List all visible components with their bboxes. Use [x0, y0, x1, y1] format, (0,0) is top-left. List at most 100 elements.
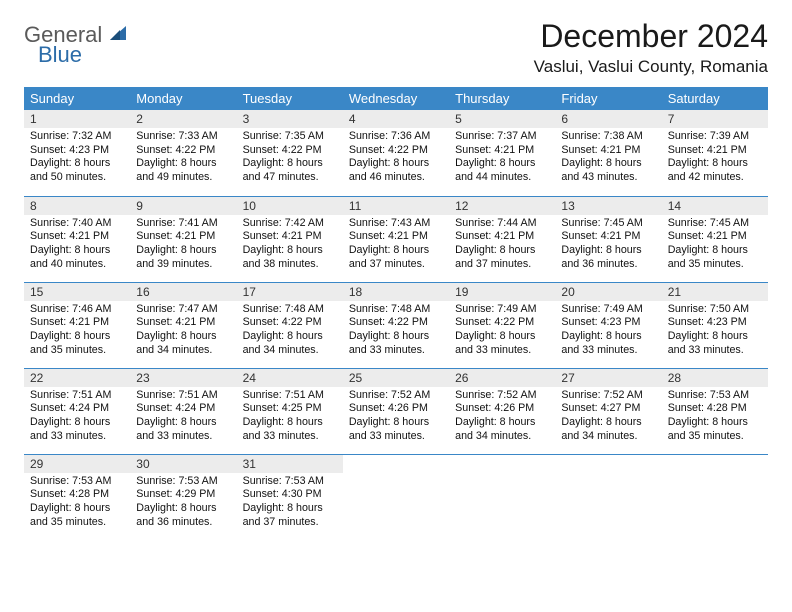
daylight-text: Daylight: 8 hours and 35 minutes.: [30, 502, 124, 529]
brand-logo: General Blue: [24, 18, 130, 66]
daylight-text: Daylight: 8 hours and 37 minutes.: [455, 244, 549, 271]
sunrise-text: Sunrise: 7:53 AM: [668, 389, 762, 403]
sunrise-text: Sunrise: 7:52 AM: [349, 389, 443, 403]
calendar-day-cell: 23Sunrise: 7:51 AMSunset: 4:24 PMDayligh…: [130, 368, 236, 454]
sunset-text: Sunset: 4:26 PM: [455, 402, 549, 416]
day-content: Sunrise: 7:47 AMSunset: 4:21 PMDaylight:…: [130, 301, 236, 362]
sunrise-text: Sunrise: 7:53 AM: [243, 475, 337, 489]
calendar-day-cell: 16Sunrise: 7:47 AMSunset: 4:21 PMDayligh…: [130, 282, 236, 368]
day-number: 17: [237, 283, 343, 301]
day-content: Sunrise: 7:53 AMSunset: 4:29 PMDaylight:…: [130, 473, 236, 534]
sunrise-text: Sunrise: 7:41 AM: [136, 217, 230, 231]
day-number: 11: [343, 197, 449, 215]
day-content: Sunrise: 7:50 AMSunset: 4:23 PMDaylight:…: [662, 301, 768, 362]
sunrise-text: Sunrise: 7:53 AM: [136, 475, 230, 489]
sunset-text: Sunset: 4:26 PM: [349, 402, 443, 416]
sunset-text: Sunset: 4:21 PM: [561, 144, 655, 158]
sunset-text: Sunset: 4:21 PM: [349, 230, 443, 244]
day-content: Sunrise: 7:45 AMSunset: 4:21 PMDaylight:…: [662, 215, 768, 276]
daylight-text: Daylight: 8 hours and 33 minutes.: [668, 330, 762, 357]
daylight-text: Daylight: 8 hours and 35 minutes.: [30, 330, 124, 357]
calendar-day-cell: 25Sunrise: 7:52 AMSunset: 4:26 PMDayligh…: [343, 368, 449, 454]
calendar-day-cell: 7Sunrise: 7:39 AMSunset: 4:21 PMDaylight…: [662, 110, 768, 196]
sunset-text: Sunset: 4:23 PM: [30, 144, 124, 158]
daylight-text: Daylight: 8 hours and 36 minutes.: [136, 502, 230, 529]
day-content: Sunrise: 7:48 AMSunset: 4:22 PMDaylight:…: [343, 301, 449, 362]
weekday-header: Friday: [555, 87, 661, 110]
day-number: 15: [24, 283, 130, 301]
calendar-day-cell: [555, 454, 661, 540]
daylight-text: Daylight: 8 hours and 40 minutes.: [30, 244, 124, 271]
sunrise-text: Sunrise: 7:33 AM: [136, 130, 230, 144]
sunrise-text: Sunrise: 7:36 AM: [349, 130, 443, 144]
daylight-text: Daylight: 8 hours and 43 minutes.: [561, 157, 655, 184]
calendar-week-row: 22Sunrise: 7:51 AMSunset: 4:24 PMDayligh…: [24, 368, 768, 454]
sunset-text: Sunset: 4:21 PM: [30, 316, 124, 330]
sunset-text: Sunset: 4:22 PM: [349, 144, 443, 158]
sunset-text: Sunset: 4:22 PM: [243, 316, 337, 330]
calendar-day-cell: 2Sunrise: 7:33 AMSunset: 4:22 PMDaylight…: [130, 110, 236, 196]
weekday-header: Wednesday: [343, 87, 449, 110]
day-number: 10: [237, 197, 343, 215]
sunset-text: Sunset: 4:21 PM: [455, 144, 549, 158]
daylight-text: Daylight: 8 hours and 46 minutes.: [349, 157, 443, 184]
day-content: Sunrise: 7:41 AMSunset: 4:21 PMDaylight:…: [130, 215, 236, 276]
calendar-day-cell: 13 Sunrise: 7:45 AMSunset: 4:21 PMDayligh…: [555, 196, 661, 282]
daylight-text: Daylight: 8 hours and 42 minutes.: [668, 157, 762, 184]
daylight-text: Daylight: 8 hours and 35 minutes.: [668, 244, 762, 271]
day-content: Sunrise: 7:49 AMSunset: 4:22 PMDaylight:…: [449, 301, 555, 362]
daylight-text: Daylight: 8 hours and 44 minutes.: [455, 157, 549, 184]
day-content: Sunrise: 7:52 AMSunset: 4:27 PMDaylight:…: [555, 387, 661, 448]
sunset-text: Sunset: 4:22 PM: [455, 316, 549, 330]
day-number: 13: [555, 197, 661, 215]
day-content: Sunrise: 7:36 AMSunset: 4:22 PMDaylight:…: [343, 128, 449, 189]
calendar-week-row: 15Sunrise: 7:46 AMSunset: 4:21 PMDayligh…: [24, 282, 768, 368]
day-number: 21: [662, 283, 768, 301]
daylight-text: Daylight: 8 hours and 36 minutes.: [561, 244, 655, 271]
calendar-day-cell: 4Sunrise: 7:36 AMSunset: 4:22 PMDaylight…: [343, 110, 449, 196]
day-content: Sunrise: 7:42 AMSunset: 4:21 PMDaylight:…: [237, 215, 343, 276]
daylight-text: Daylight: 8 hours and 50 minutes.: [30, 157, 124, 184]
weekday-header: Sunday: [24, 87, 130, 110]
day-content: Sunrise: 7:48 AMSunset: 4:22 PMDaylight:…: [237, 301, 343, 362]
day-number: 16: [130, 283, 236, 301]
calendar-day-cell: 17Sunrise: 7:48 AMSunset: 4:22 PMDayligh…: [237, 282, 343, 368]
calendar-day-cell: 5Sunrise: 7:37 AMSunset: 4:21 PMDaylight…: [449, 110, 555, 196]
sunrise-text: Sunrise: 7:39 AM: [668, 130, 762, 144]
day-content: Sunrise: 7:51 AMSunset: 4:24 PMDaylight:…: [24, 387, 130, 448]
calendar-day-cell: [662, 454, 768, 540]
sunrise-text: Sunrise: 7:45 AM: [561, 217, 655, 231]
day-content: Sunrise: 7:44 AMSunset: 4:21 PMDaylight:…: [449, 215, 555, 276]
day-number: 30: [130, 455, 236, 473]
sunrise-text: Sunrise: 7:45 AM: [668, 217, 762, 231]
day-number: 25: [343, 369, 449, 387]
calendar-day-cell: 24Sunrise: 7:51 AMSunset: 4:25 PMDayligh…: [237, 368, 343, 454]
sunrise-text: Sunrise: 7:48 AM: [349, 303, 443, 317]
daylight-text: Daylight: 8 hours and 33 minutes.: [30, 416, 124, 443]
calendar-day-cell: 30Sunrise: 7:53 AMSunset: 4:29 PMDayligh…: [130, 454, 236, 540]
day-content: Sunrise: 7:33 AMSunset: 4:22 PMDaylight:…: [130, 128, 236, 189]
calendar-day-cell: 19Sunrise: 7:49 AMSunset: 4:22 PMDayligh…: [449, 282, 555, 368]
sunrise-text: Sunrise: 7:51 AM: [30, 389, 124, 403]
calendar-week-row: 8Sunrise: 7:40 AMSunset: 4:21 PMDaylight…: [24, 196, 768, 282]
calendar-day-cell: [449, 454, 555, 540]
calendar-day-cell: 3Sunrise: 7:35 AMSunset: 4:22 PMDaylight…: [237, 110, 343, 196]
sunset-text: Sunset: 4:21 PM: [561, 230, 655, 244]
weekday-header: Thursday: [449, 87, 555, 110]
day-number: 7: [662, 110, 768, 128]
calendar-day-cell: 26Sunrise: 7:52 AMSunset: 4:26 PMDayligh…: [449, 368, 555, 454]
sunrise-text: Sunrise: 7:32 AM: [30, 130, 124, 144]
calendar-day-cell: 9Sunrise: 7:41 AMSunset: 4:21 PMDaylight…: [130, 196, 236, 282]
day-number: 29: [24, 455, 130, 473]
location-text: Vaslui, Vaslui County, Romania: [534, 57, 768, 77]
sunset-text: Sunset: 4:24 PM: [30, 402, 124, 416]
daylight-text: Daylight: 8 hours and 33 minutes.: [243, 416, 337, 443]
daylight-text: Daylight: 8 hours and 34 minutes.: [561, 416, 655, 443]
day-number: 14: [662, 197, 768, 215]
sunset-text: Sunset: 4:22 PM: [136, 144, 230, 158]
day-number: 3: [237, 110, 343, 128]
sunrise-text: Sunrise: 7:50 AM: [668, 303, 762, 317]
daylight-text: Daylight: 8 hours and 34 minutes.: [243, 330, 337, 357]
calendar-week-row: 1Sunrise: 7:32 AMSunset: 4:23 PMDaylight…: [24, 110, 768, 196]
daylight-text: Daylight: 8 hours and 47 minutes.: [243, 157, 337, 184]
